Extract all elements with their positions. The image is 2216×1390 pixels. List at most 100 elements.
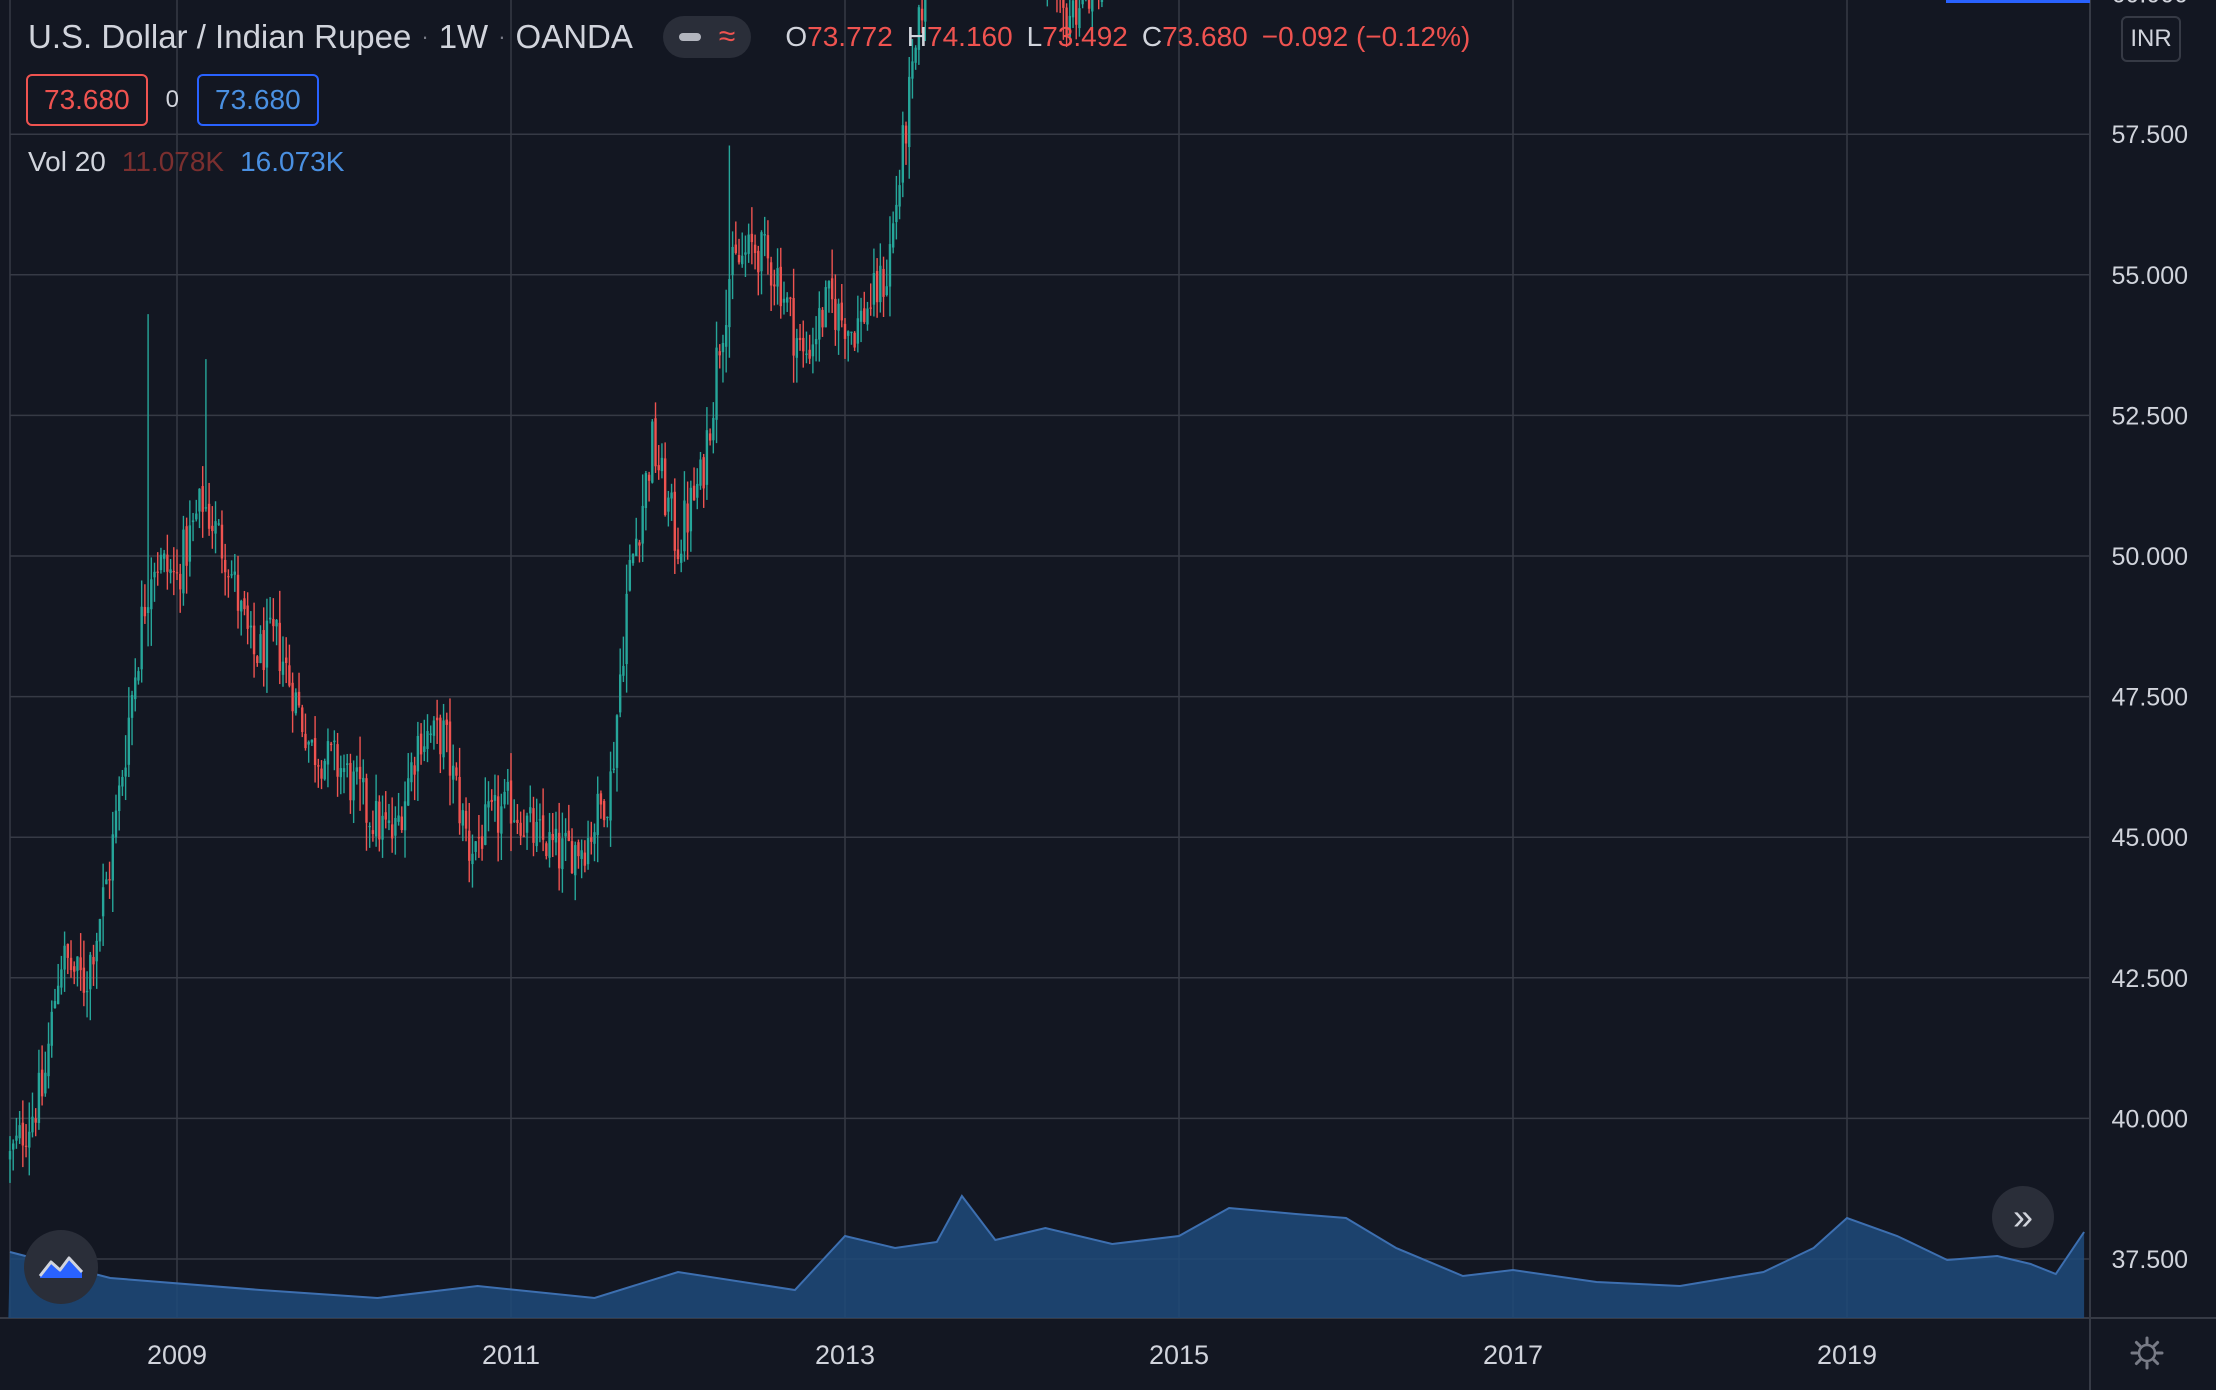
candle-body — [204, 507, 208, 509]
candle-body — [535, 821, 538, 847]
candle-body — [850, 331, 853, 333]
candle-body — [731, 246, 734, 276]
gear-icon[interactable] — [2130, 1336, 2164, 1370]
interval[interactable]: 1W — [438, 18, 489, 55]
price-label: 52.500 — [2112, 402, 2188, 430]
candle-body — [114, 810, 118, 838]
candle-body — [660, 457, 664, 472]
candle-body — [413, 765, 416, 775]
open-label: O — [785, 21, 808, 52]
candle-body — [503, 791, 506, 805]
candle-body — [349, 762, 352, 801]
hide-icon[interactable] — [678, 33, 701, 41]
candle-body — [654, 418, 657, 467]
candle-body — [657, 465, 660, 471]
candle-body — [715, 347, 718, 420]
candle-body — [143, 606, 147, 617]
candle-body — [872, 273, 876, 305]
candle-body — [487, 801, 490, 808]
candle-body — [891, 223, 895, 248]
candle-body — [419, 733, 423, 755]
chevrons-right-icon[interactable]: » — [1992, 1186, 2054, 1248]
candle-body — [686, 503, 689, 533]
candle-body — [859, 310, 863, 322]
legend-separator: · — [421, 24, 429, 49]
candle-body — [474, 841, 477, 852]
candle-body — [105, 879, 108, 885]
candle-body — [435, 717, 439, 721]
candle-body — [834, 298, 837, 330]
candle-body — [888, 244, 892, 287]
candle-body — [1068, 15, 1072, 37]
spread-value: 0 — [165, 86, 179, 113]
candle-body — [95, 940, 98, 962]
candle-body — [297, 691, 301, 706]
candle-body — [256, 656, 259, 664]
candle-body — [670, 492, 673, 499]
candle-body — [201, 486, 204, 512]
volume-label[interactable]: Vol 20 — [28, 146, 106, 177]
candle-body — [847, 331, 850, 336]
price-label: 57.500 — [2112, 121, 2188, 149]
candle-body — [416, 735, 420, 772]
candle-body — [606, 816, 609, 819]
candle-body — [339, 768, 342, 778]
candle-body — [307, 741, 310, 745]
candle-body — [252, 625, 256, 655]
candle-body — [1075, 0, 1078, 25]
candle-body — [1065, 7, 1068, 36]
candle-body — [1091, 0, 1094, 12]
price-label: 50.000 — [2112, 543, 2188, 571]
candle-body — [747, 234, 750, 254]
candle-body — [753, 244, 757, 254]
candle-body — [853, 332, 856, 348]
candle-body — [137, 671, 140, 681]
candle-body — [56, 985, 60, 1005]
candle-body — [856, 318, 860, 344]
candle-body — [741, 255, 744, 265]
candle-body — [644, 473, 648, 509]
candle-body — [1071, 0, 1075, 18]
tradingview-logo-icon[interactable] — [24, 1230, 98, 1304]
candle-body — [195, 513, 198, 520]
candle-body — [1078, 8, 1081, 29]
candle-body — [21, 1122, 25, 1146]
candle-body — [824, 287, 827, 328]
candle-body — [908, 76, 911, 148]
candle-body — [789, 297, 792, 299]
candle-body — [185, 526, 188, 566]
sell-button[interactable]: 73.680 — [26, 74, 148, 126]
price-scale: 80.00077.50075.00072.50070.00067.50065.0… — [2112, 0, 2188, 1274]
candle-body — [641, 505, 644, 544]
candle-body — [259, 634, 262, 664]
candle-body — [744, 252, 747, 255]
low-value: 73.492 — [1042, 21, 1128, 52]
candle-body — [304, 733, 307, 749]
candle-body — [410, 762, 413, 783]
candle-body — [310, 739, 314, 743]
candle-body — [577, 842, 580, 857]
candle-body — [798, 337, 802, 341]
price-label: 42.500 — [2112, 965, 2188, 993]
candle-body — [734, 244, 738, 254]
candle-body — [519, 822, 522, 836]
candle-body — [917, 7, 921, 50]
candle-body — [400, 816, 404, 831]
candle-body — [217, 523, 220, 525]
candle-body — [615, 715, 619, 768]
volume-line — [9, 1194, 2085, 1300]
currency-button[interactable]: INR — [2121, 16, 2181, 62]
candle-body — [551, 833, 554, 841]
candle-body — [384, 812, 387, 820]
candle-body — [509, 780, 513, 824]
compare-wave-icon[interactable]: ≈ — [718, 20, 736, 53]
high-value: 74.160 — [927, 21, 1013, 52]
candle-body — [432, 720, 436, 736]
buy-button[interactable]: 73.680 — [197, 74, 319, 126]
legend-toggle-group[interactable]: ≈ — [662, 16, 752, 58]
candle-body — [66, 944, 70, 958]
symbol-name[interactable]: U.S. Dollar / Indian Rupee — [28, 18, 412, 55]
candle-body — [840, 302, 843, 321]
candle-body — [760, 232, 763, 272]
